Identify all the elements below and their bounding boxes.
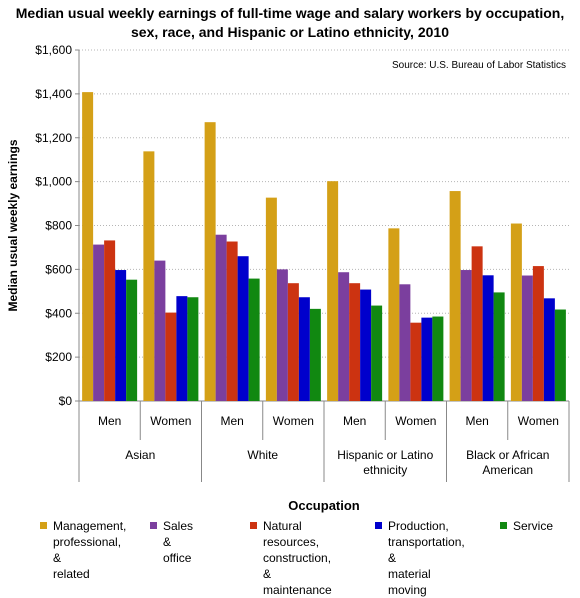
bar [327, 181, 339, 401]
chart-plot: $0 $200 $400 $600 $800 $1,000 $1,200 $1,400 $1,6… [6, 43, 570, 513]
bar [104, 240, 116, 401]
legend-label: Natural resources, construction, & maint… [263, 519, 332, 597]
y-tick-label: $0 [59, 394, 73, 408]
bar [460, 270, 472, 401]
bar [187, 297, 199, 401]
bar [471, 246, 483, 401]
bar [521, 275, 533, 401]
chart-title-line-1: Median usual weekly earnings of full-tim… [15, 5, 565, 21]
y-tick-label: $200 [45, 350, 72, 364]
category-label: Women [518, 414, 559, 428]
bar [115, 270, 127, 401]
bar [532, 266, 544, 401]
group-label: White [247, 448, 278, 462]
bar [554, 309, 566, 401]
bar [298, 297, 310, 401]
legend-swatch [500, 522, 507, 529]
bar [449, 191, 461, 401]
legend-label: Service [513, 519, 554, 533]
legend-swatch [250, 522, 257, 529]
legend-label: Sales & office [163, 519, 194, 565]
bar [265, 197, 277, 401]
category-label: Men [465, 414, 488, 428]
bar [82, 92, 94, 402]
legend-swatch [375, 522, 382, 529]
bar [399, 284, 411, 401]
bar [143, 151, 155, 401]
bar [248, 278, 260, 401]
bar [360, 289, 372, 401]
category-label: Men [220, 414, 243, 428]
y-tick-label: $1,000 [35, 175, 72, 189]
chart-title: Median usual weekly earnings of full-tim… [0, 4, 580, 42]
group-label: Black or African American [466, 448, 549, 477]
bar [338, 272, 350, 401]
bar [154, 260, 166, 401]
category-label: Women [395, 414, 436, 428]
bar [93, 244, 105, 401]
bar [176, 296, 188, 401]
bar [165, 312, 177, 401]
bar [543, 298, 555, 401]
y-tick-label: $1,400 [35, 87, 72, 101]
x-axis-title: Occupation [288, 498, 360, 513]
category-label: Men [98, 414, 121, 428]
y-tick-label: $1,200 [35, 131, 72, 145]
y-tick-label: $1,600 [35, 43, 72, 57]
y-tick-label: $800 [45, 219, 72, 233]
bar [371, 305, 383, 401]
bar [493, 292, 505, 401]
bar [432, 316, 444, 401]
bar [237, 256, 249, 401]
legend-swatch [40, 522, 47, 529]
bar [388, 228, 400, 401]
bar [349, 283, 361, 401]
category-label: Men [343, 414, 366, 428]
bar [276, 269, 288, 401]
legend-label: Production, transportation, & material m… [388, 519, 465, 597]
bar [421, 317, 433, 401]
chart: Median usual weekly earnings of full-tim… [0, 4, 580, 597]
bar [226, 241, 238, 401]
bar [204, 122, 216, 401]
bar [215, 234, 227, 401]
bar [410, 322, 422, 401]
y-tick-label: $600 [45, 262, 72, 276]
bar [510, 223, 522, 401]
group-label: Hispanic or Latino ethnicity [337, 448, 433, 477]
bar [287, 283, 299, 401]
category-label: Women [273, 414, 314, 428]
category-label: Women [150, 414, 191, 428]
bar [126, 279, 138, 401]
bar [482, 275, 494, 401]
group-label: Asian [125, 448, 155, 462]
bar [309, 308, 321, 401]
source-annotation: Source: U.S. Bureau of Labor Statistics [392, 60, 566, 71]
y-tick-label: $400 [45, 306, 72, 320]
legend-swatch [150, 522, 157, 529]
legend-label: Management, professional, & related [53, 519, 127, 581]
chart-title-line-2: sex, race, and Hispanic or Latino ethnic… [131, 24, 449, 40]
y-axis-title: Median usual weekly earnings [6, 139, 20, 311]
